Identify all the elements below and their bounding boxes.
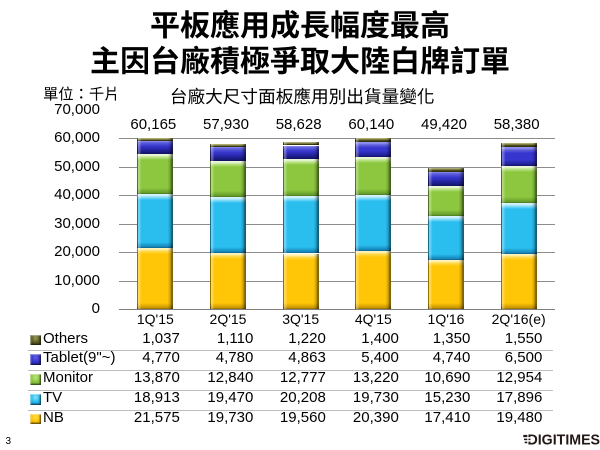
- svg-text:DIGITIMES: DIGITIMES: [528, 433, 600, 449]
